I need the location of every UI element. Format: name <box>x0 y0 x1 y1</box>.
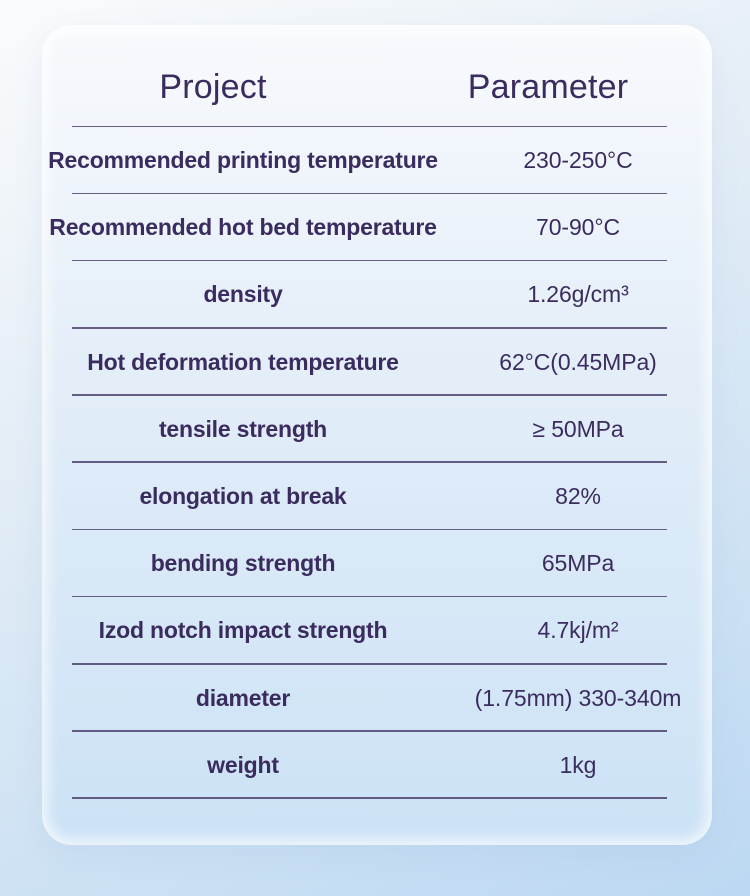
spec-table-card: Project Parameter Recommended printing t… <box>42 25 712 845</box>
row-value: ≥ 50MPa <box>532 415 624 442</box>
row-value: 70-90°C <box>536 214 620 241</box>
row-label: diameter <box>195 684 291 711</box>
row-label: weight <box>207 751 279 778</box>
table-row: Hot deformation temperature 62°C(0.45MPa… <box>42 329 712 396</box>
row-label: Izod notch impact strength <box>98 617 388 644</box>
row-label: Recommended hot bed temperature <box>49 214 437 241</box>
table-row: Recommended hot bed temperature 70-90°C <box>42 194 712 262</box>
row-value: 4.7kj/m² <box>537 617 619 644</box>
row-value: 82% <box>555 483 601 510</box>
table-body: Recommended printing temperature 230-250… <box>42 127 712 800</box>
table-row: weight 1kg <box>42 732 712 800</box>
table-row: density 1.26g/cm³ <box>42 261 712 329</box>
row-value: (1.75mm) 330-340m <box>474 684 682 711</box>
row-label: Hot deformation temperature <box>87 348 399 375</box>
table-row: elongation at break 82% <box>42 463 712 531</box>
table-row: bending strength 65MPa <box>42 530 712 598</box>
row-value: 1.26g/cm³ <box>527 281 629 308</box>
table-row: diameter (1.75mm) 330-340m <box>42 665 712 732</box>
row-value: 1kg <box>559 751 597 778</box>
row-value: 230-250°C <box>523 147 633 174</box>
row-label: Recommended printing temperature <box>48 147 438 174</box>
table-row: Recommended printing temperature 230-250… <box>42 127 712 195</box>
row-value: 65MPa <box>541 550 615 577</box>
table-header-row: Project Parameter <box>42 25 712 127</box>
row-label: tensile strength <box>158 415 328 442</box>
row-label: elongation at break <box>139 483 347 510</box>
row-label: bending strength <box>150 550 336 577</box>
table-row: tensile strength ≥ 50MPa <box>42 396 712 464</box>
row-value: 62°C(0.45MPa) <box>499 348 657 375</box>
header-project: Project <box>159 67 267 106</box>
header-parameter: Parameter <box>467 67 629 106</box>
row-label: density <box>203 281 283 308</box>
table-row: Izod notch impact strength 4.7kj/m² <box>42 597 712 665</box>
